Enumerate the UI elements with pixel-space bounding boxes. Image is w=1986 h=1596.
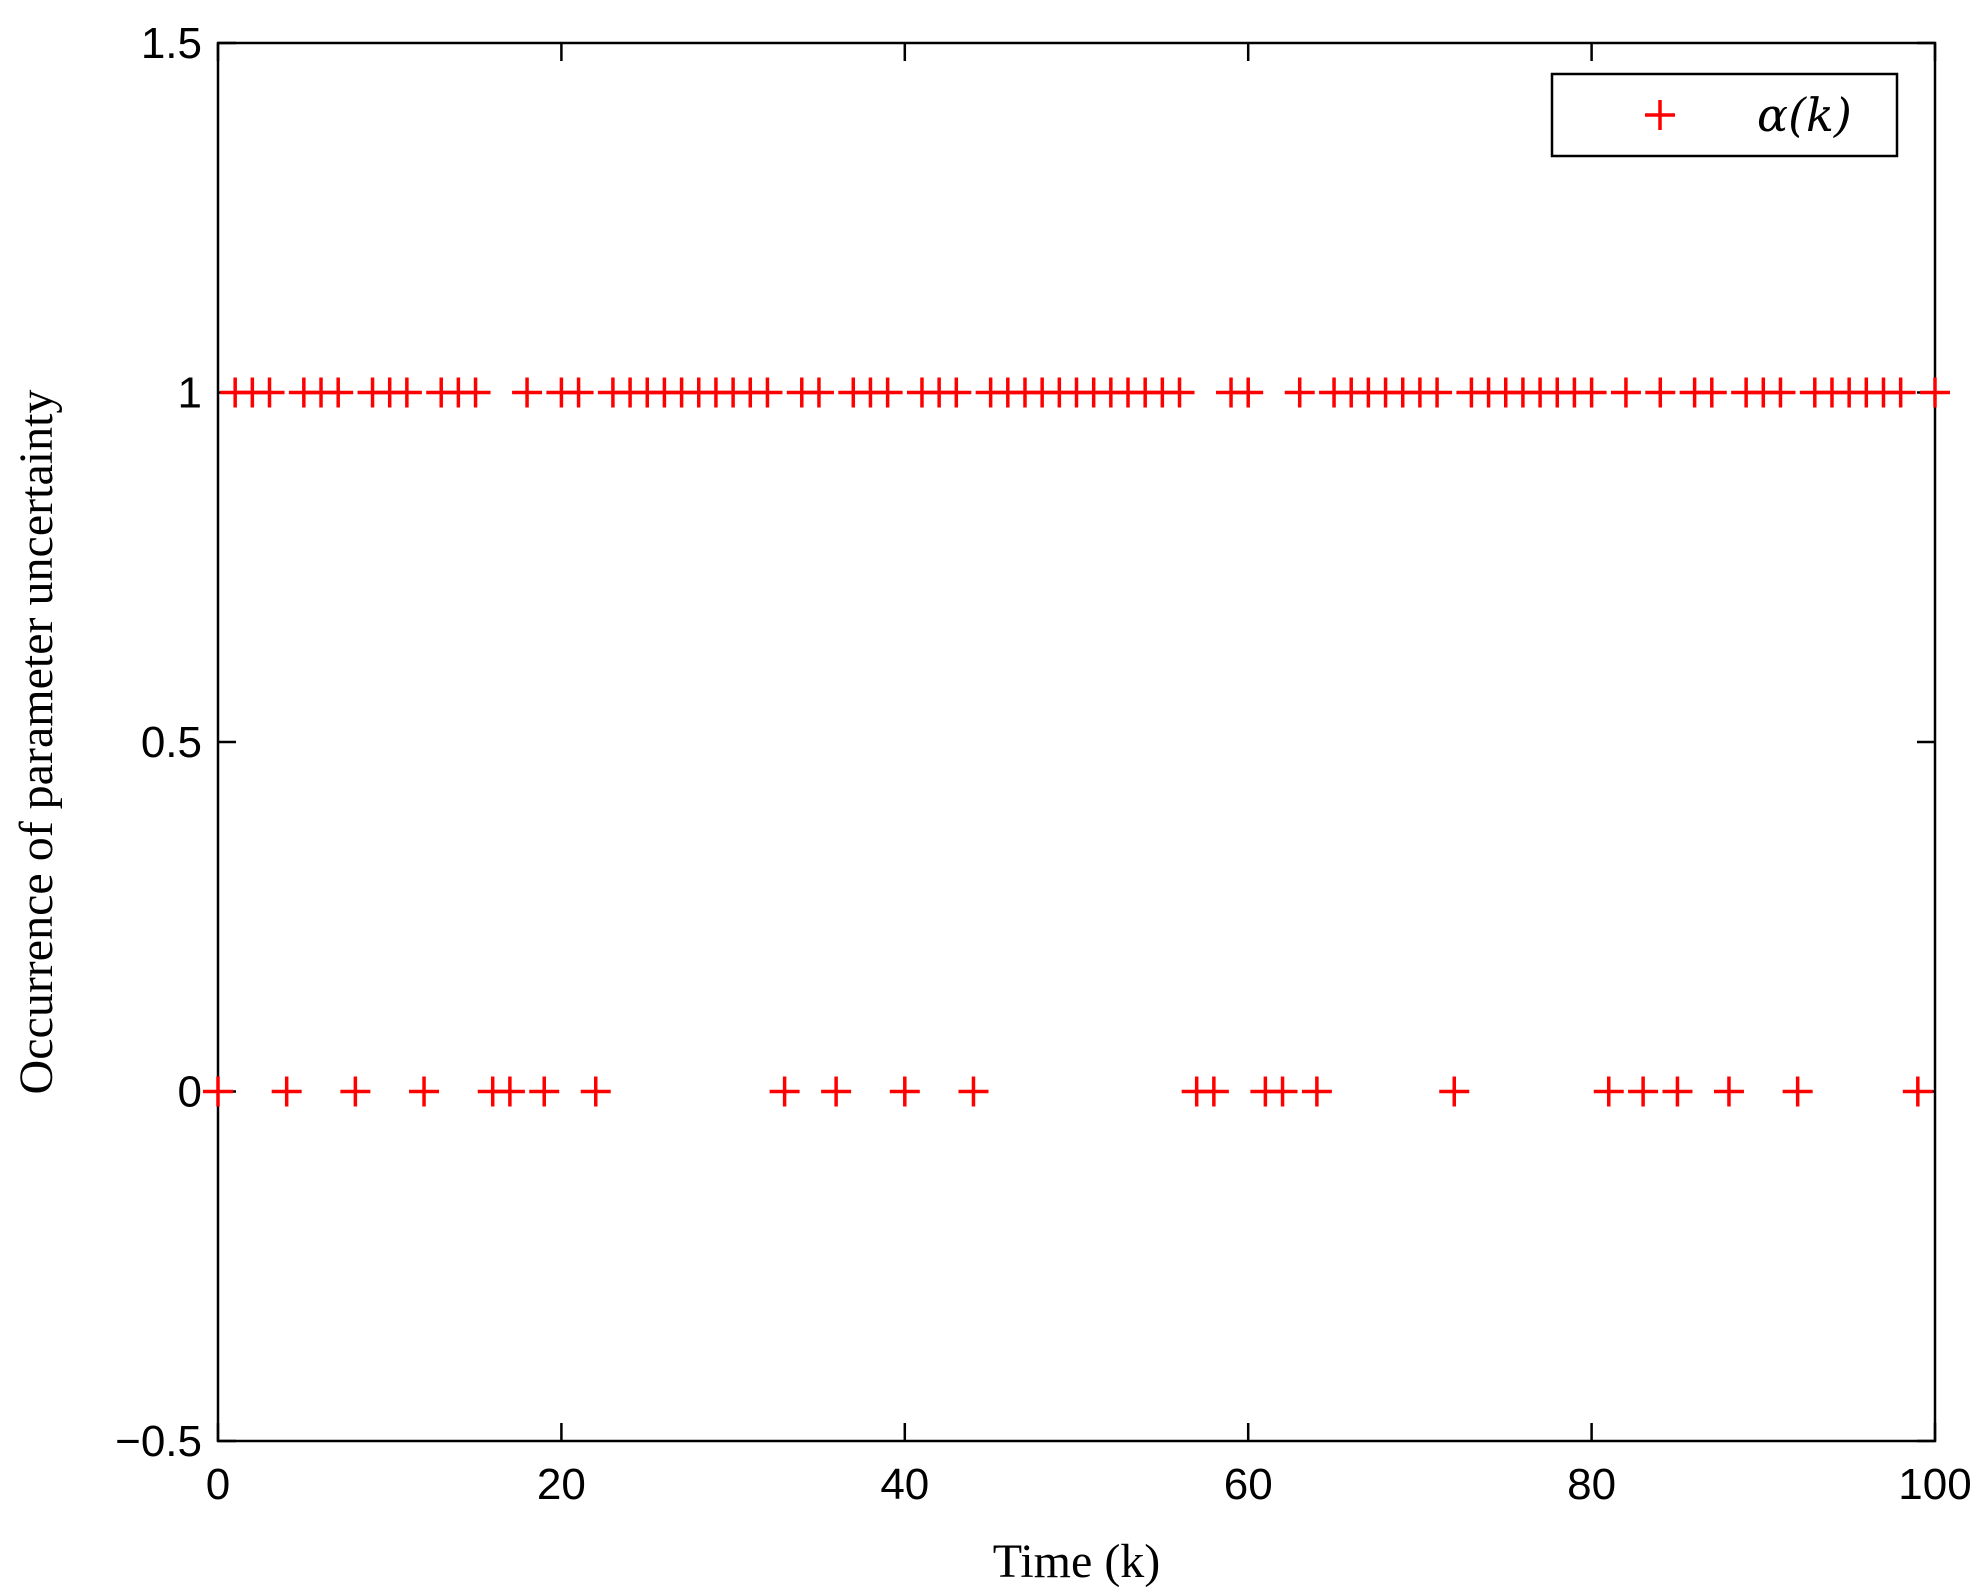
- data-point: [1782, 1076, 1813, 1107]
- legend-box: [1550, 72, 1899, 158]
- data-point: [1610, 377, 1641, 408]
- data-point: [1439, 1076, 1470, 1107]
- data-point: [958, 1076, 989, 1107]
- legend-label: α(k): [1757, 88, 1852, 142]
- y-axis-ticks: −0.5 0 0.5 1 1.5: [115, 19, 1935, 1466]
- data-point: [1164, 377, 1195, 408]
- x-tick-label: 80: [1567, 1460, 1616, 1509]
- data-point: [391, 377, 422, 408]
- data-point: [494, 1076, 525, 1107]
- legend-marker: [1645, 100, 1675, 130]
- data-point: [529, 1076, 560, 1107]
- data-point: [872, 377, 903, 408]
- y-axis-title: Occurrence of parameter uncertainty: [10, 390, 63, 1095]
- data-point: [1662, 1076, 1693, 1107]
- y-tick-label: 0.5: [141, 718, 202, 767]
- data-point: [752, 377, 783, 408]
- data-point: [1765, 377, 1796, 408]
- y-tick-label: 1.5: [141, 19, 202, 68]
- y-tick-label: 1: [178, 369, 202, 418]
- data-point: [512, 377, 543, 408]
- data-point: [1645, 377, 1676, 408]
- data-markers: [203, 377, 1950, 1107]
- data-point: [1422, 377, 1453, 408]
- data-point: [580, 1076, 611, 1107]
- data-point: [1920, 377, 1950, 408]
- y-tick-label: 0: [178, 1068, 202, 1117]
- data-point: [1902, 1076, 1933, 1107]
- data-point: [1713, 1076, 1744, 1107]
- plot-area-border: [216, 41, 1937, 1443]
- data-point: [803, 377, 834, 408]
- data-point: [563, 377, 594, 408]
- data-point: [409, 1076, 440, 1107]
- data-point: [340, 1076, 371, 1107]
- x-tick-label: 0: [206, 1460, 230, 1509]
- data-point: [271, 1076, 302, 1107]
- x-axis-title: Time (k): [993, 1535, 1161, 1588]
- data-point: [254, 377, 285, 408]
- data-point: [203, 1076, 233, 1107]
- x-tick-label: 100: [1898, 1460, 1971, 1509]
- data-point: [1198, 1076, 1229, 1107]
- data-point: [1267, 1076, 1298, 1107]
- data-point: [1696, 377, 1727, 408]
- data-point: [941, 377, 972, 408]
- data-point: [821, 1076, 852, 1107]
- data-point: [1576, 377, 1607, 408]
- legend: α(k): [1550, 72, 1899, 158]
- data-point: [1233, 377, 1264, 408]
- x-tick-label: 40: [880, 1460, 929, 1509]
- data-point: [460, 377, 491, 408]
- x-tick-label: 60: [1224, 1460, 1273, 1509]
- data-point: [1628, 1076, 1659, 1107]
- data-point: [1885, 377, 1916, 408]
- axes-frame: [216, 41, 1937, 1443]
- data-point: [769, 1076, 800, 1107]
- data-point: [1284, 377, 1315, 408]
- data-point: [889, 1076, 920, 1107]
- data-point: [1301, 1076, 1332, 1107]
- y-tick-label: −0.5: [115, 1417, 202, 1466]
- data-point: [323, 377, 354, 408]
- x-axis-ticks: 0 20 40 60 80 100: [206, 43, 1972, 1509]
- data-point: [1593, 1076, 1624, 1107]
- x-tick-label: 20: [537, 1460, 586, 1509]
